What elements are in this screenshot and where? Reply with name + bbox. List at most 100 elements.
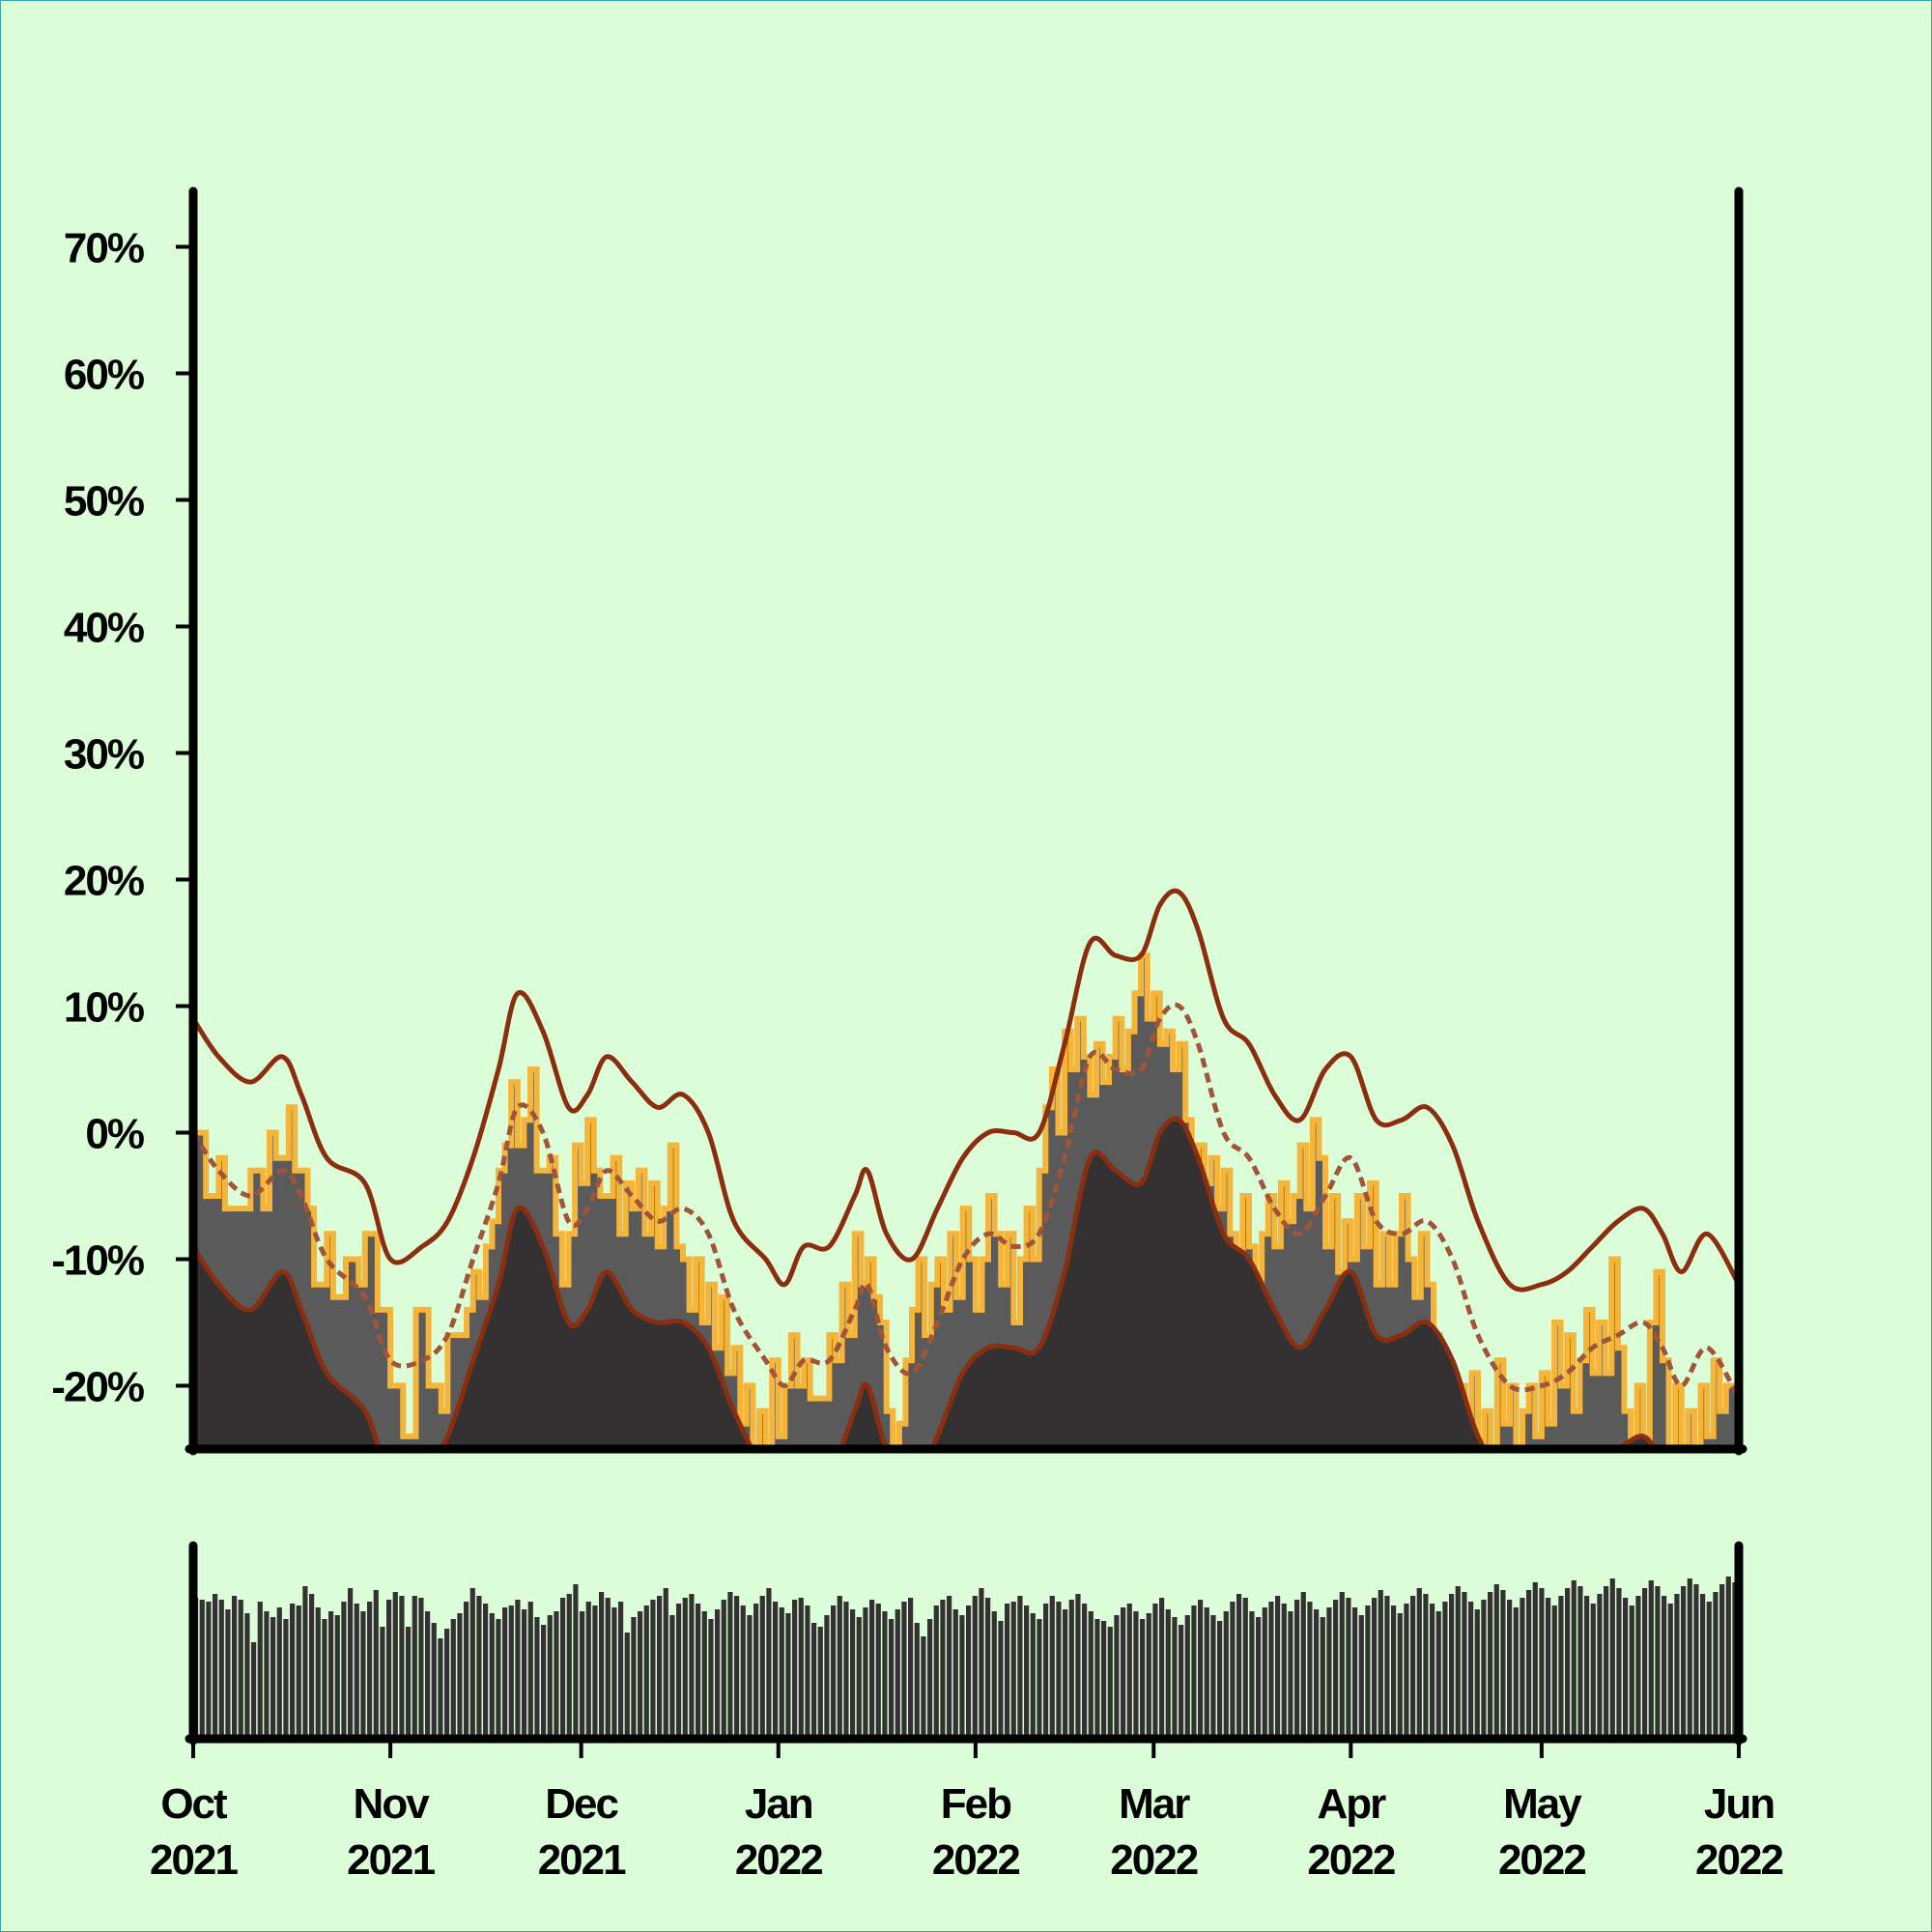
volume-bar: [1242, 1598, 1248, 1739]
y-ticks: -20% -10% 0% 10% 20% 30% 40% 50% 60% 70%: [51, 225, 193, 1411]
volume-bar: [875, 1604, 881, 1739]
volume-bar: [406, 1627, 412, 1739]
volume-bar: [1513, 1607, 1519, 1739]
x-tick-year: 2022: [1110, 1836, 1197, 1884]
volume-bar: [1024, 1605, 1030, 1739]
volume-bar: [1662, 1596, 1667, 1739]
volume-bar: [1333, 1600, 1339, 1739]
volume-bar: [1532, 1582, 1538, 1739]
x-tick-month: Nov: [354, 1780, 431, 1828]
volume-bar: [933, 1605, 939, 1739]
volume-bar: [1262, 1607, 1267, 1739]
volume-bar: [1590, 1604, 1596, 1739]
volume-bar: [947, 1596, 952, 1739]
volume-bar: [599, 1592, 605, 1739]
volume-bar: [457, 1613, 463, 1739]
volume-bar: [1681, 1586, 1687, 1739]
volume-bar: [753, 1604, 759, 1739]
volume-bar: [1068, 1600, 1074, 1739]
volume-bar: [1017, 1596, 1023, 1739]
volume-bar: [869, 1600, 875, 1739]
volume-bar: [1481, 1600, 1487, 1739]
volume-bar: [914, 1623, 920, 1739]
volume-bar: [464, 1602, 469, 1739]
volume-bar: [1435, 1611, 1441, 1739]
volume-bar: [302, 1586, 308, 1739]
volume-bar: [1623, 1598, 1629, 1739]
volume-bar: [1365, 1605, 1371, 1739]
main-axes: [185, 186, 1747, 1456]
x-tick-year: 2022: [1695, 1836, 1782, 1884]
volume-bar: [1526, 1590, 1532, 1739]
volume-bar: [1223, 1611, 1229, 1739]
volume-bar: [1184, 1615, 1190, 1739]
volume-bar: [747, 1615, 753, 1739]
x-tick-month: Apr: [1317, 1780, 1386, 1828]
volume-bar: [1648, 1580, 1654, 1739]
volume-bar: [882, 1611, 888, 1739]
volume-bar: [631, 1617, 637, 1739]
volume-bar: [1667, 1604, 1673, 1739]
y-tick-label: 70%: [64, 225, 144, 272]
y-tick-label: 30%: [64, 731, 144, 779]
volume-bar: [444, 1629, 450, 1739]
volume-bar: [527, 1602, 533, 1739]
volume-bar: [624, 1633, 630, 1739]
volume-bar: [1546, 1598, 1551, 1739]
volume-bar: [740, 1605, 746, 1739]
volume-bar: [618, 1602, 624, 1739]
volume-bar: [334, 1615, 340, 1739]
volume-bar: [566, 1594, 572, 1739]
volume-bar: [1198, 1600, 1204, 1739]
volume-bar: [1056, 1602, 1062, 1739]
volume-bar: [399, 1596, 405, 1739]
x-tick-year: 2021: [538, 1836, 626, 1884]
volume-bar: [1268, 1602, 1274, 1739]
volume-bar: [1520, 1598, 1525, 1739]
volume-bar: [1358, 1615, 1364, 1739]
volume-bar: [1488, 1592, 1493, 1739]
volume-bar: [837, 1596, 842, 1739]
volume-bar: [792, 1600, 798, 1739]
volume-bar: [585, 1602, 591, 1739]
volume-bar: [1507, 1600, 1513, 1739]
volume-bar: [1126, 1604, 1132, 1739]
volume-bar: [759, 1596, 765, 1739]
volume-bar: [811, 1623, 817, 1739]
volume-bar: [696, 1604, 701, 1739]
volume-bar: [1539, 1588, 1545, 1739]
y-tick-label: 40%: [64, 605, 144, 652]
volume-bar: [1230, 1602, 1236, 1739]
volume-bar: [785, 1613, 791, 1739]
volume-bar: [592, 1605, 598, 1739]
volume-bar: [1430, 1604, 1435, 1739]
volume-bar: [966, 1605, 972, 1739]
volume-bar: [1049, 1596, 1055, 1739]
x-ticks: Oct 2021 Nov 2021 Dec 2021 Jan 2022 Feb 2022 Mar 20…: [150, 1739, 1784, 1884]
volume-bar: [283, 1619, 289, 1739]
volume-bar: [1075, 1594, 1081, 1739]
volume-bar: [766, 1588, 772, 1739]
volume-bar: [1616, 1588, 1622, 1739]
x-tick-year: 2022: [735, 1836, 822, 1884]
volume-bar: [901, 1602, 907, 1739]
volume-bar: [522, 1609, 527, 1739]
volume-bar: [921, 1636, 926, 1739]
volume-bar: [264, 1611, 270, 1739]
volume-bar: [1642, 1588, 1648, 1739]
volume-bar: [1037, 1619, 1042, 1739]
volume-bar: [952, 1609, 958, 1739]
volume-bar: [817, 1627, 823, 1739]
volume-bar: [1043, 1604, 1049, 1739]
volume-bar: [721, 1600, 726, 1739]
volume-bar: [831, 1605, 837, 1739]
x-tick-month: Feb: [941, 1780, 1011, 1828]
volume-bar: [1314, 1609, 1320, 1739]
moving-average-line: [193, 1002, 1739, 1400]
volume-bar: [238, 1600, 243, 1739]
volume-bar: [889, 1619, 895, 1739]
volume-bar: [856, 1617, 862, 1739]
volume-bar: [386, 1600, 392, 1739]
volume-bar: [1204, 1607, 1209, 1739]
volume-bar: [547, 1615, 553, 1739]
